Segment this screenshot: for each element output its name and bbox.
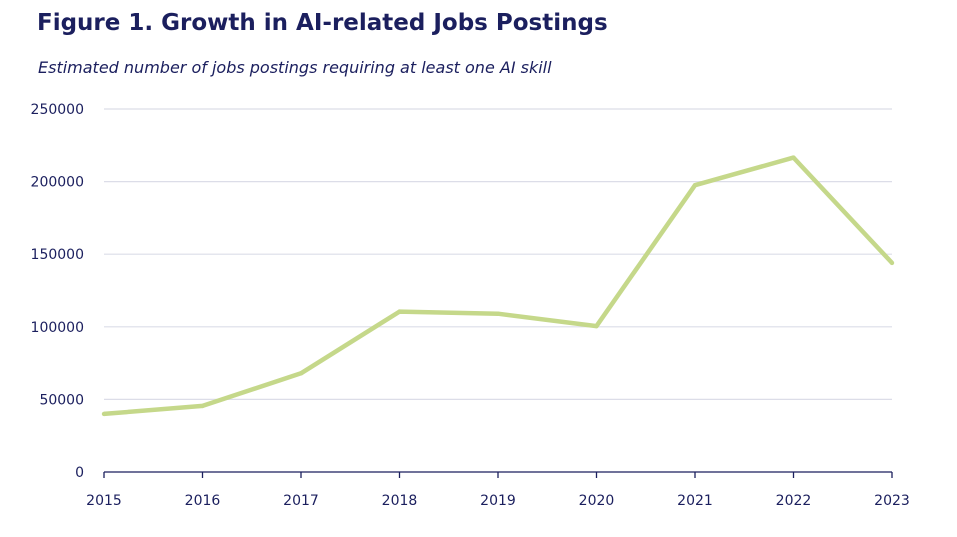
y-tick-label: 50000 [39,392,84,408]
x-tick-label: 2015 [86,493,122,509]
data-point [791,155,796,160]
x-tick-label: 2016 [185,493,221,509]
chart-title: Figure 1. Growth in AI-related Jobs Post… [37,10,608,36]
series-layer [101,155,895,417]
y-tick-label: 250000 [31,102,84,118]
data-point [692,183,698,188]
y-tick-label: 200000 [31,175,84,191]
series-line [103,155,894,417]
x-tick-label: 2023 [874,493,910,509]
x-tick-label: 2018 [382,493,418,509]
y-tick-label: 100000 [31,320,84,336]
x-tick-label: 2017 [283,493,319,509]
y-axis-labels: 0 50000 100000 150000 200000 250000 [31,102,84,481]
gridlines [104,108,892,400]
data-point [495,311,501,316]
x-tick-label: 2021 [677,493,713,509]
x-axis-labels: 2015 2016 2017 2018 2019 2020 2021 2022 2023 [86,493,910,509]
x-axis [103,471,893,478]
chart-subtitle: Estimated number of jobs postings requir… [38,58,552,77]
data-point [889,260,895,266]
x-tick-label: 2022 [776,493,812,509]
x-tick-label: 2019 [480,493,516,509]
y-tick-label: 0 [75,465,84,481]
data-point [397,309,402,314]
data-point [101,411,107,417]
y-tick-label: 150000 [31,247,84,263]
x-tick-label: 2020 [579,493,615,509]
data-point [594,323,599,329]
data-point [200,403,205,409]
data-point [298,371,304,376]
